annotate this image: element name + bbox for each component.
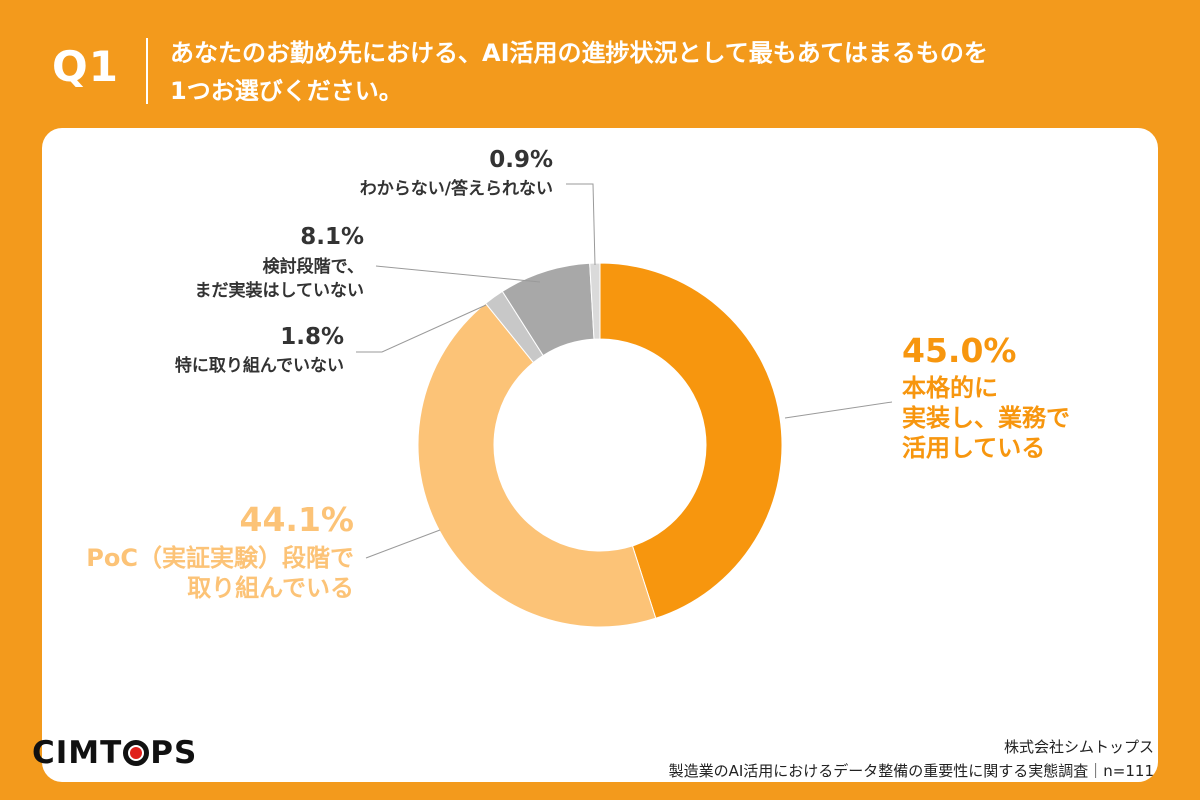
slice-category-label: 取り組んでいる [187, 574, 354, 602]
slice-category-label: 本格的に [902, 374, 998, 402]
logo-text-part2: PS [150, 735, 198, 771]
slice-category-label: 検討段階で、 [263, 256, 364, 277]
cimtops-logo: CIMT PS [32, 735, 197, 771]
slice-category-label: わからない/答えられない [360, 178, 553, 199]
slice-percent-label: 45.0% [902, 331, 1017, 370]
slice-percent-label: 8.1% [300, 224, 364, 250]
question-number: Q1 [52, 42, 119, 91]
leader-line [566, 183, 596, 266]
slice-category-label: PoC（実証実験）段階で [86, 544, 354, 572]
leader-line [365, 529, 441, 559]
question-header: Q1 あなたのお勤め先における、AI活用の進捗状況として最もあてはまるものを 1… [0, 0, 1200, 128]
slice-category-label: まだ実装はしていない [195, 280, 365, 301]
question-line-1: あなたのお勤め先における、AI活用の進捗状況として最もあてはまるものを [170, 39, 988, 67]
donut-slice [589, 262, 601, 340]
leader-line [356, 304, 487, 353]
slice-category-label: 実装し、業務で [902, 404, 1070, 432]
logo-o-mark [123, 740, 150, 766]
logo-text-part1: CIMT [32, 735, 123, 771]
question-line-2: 1つお選びください。 [170, 77, 403, 105]
slice-percent-label: 44.1% [240, 500, 355, 539]
donut-slice [417, 302, 657, 628]
footer-survey: 製造業のAI活用におけるデータ整備の重要性に関する実態調査｜n=111 [668, 762, 1154, 780]
footer-company: 株式会社シムトップス [1003, 738, 1154, 756]
leader-line [375, 265, 541, 283]
slice-category-label: 特に取り組んでいない [175, 355, 344, 376]
header-divider [146, 38, 148, 104]
slice-percent-label: 1.8% [280, 324, 344, 350]
slice-category-label: 活用している [902, 434, 1045, 462]
leader-line [784, 401, 893, 419]
chart-card [42, 128, 1158, 782]
slice-percent-label: 0.9% [489, 147, 553, 173]
question-text: あなたのお勤め先における、AI活用の進捗状況として最もあてはまるものを 1つお選… [170, 34, 1130, 110]
donut-slice [599, 262, 783, 619]
